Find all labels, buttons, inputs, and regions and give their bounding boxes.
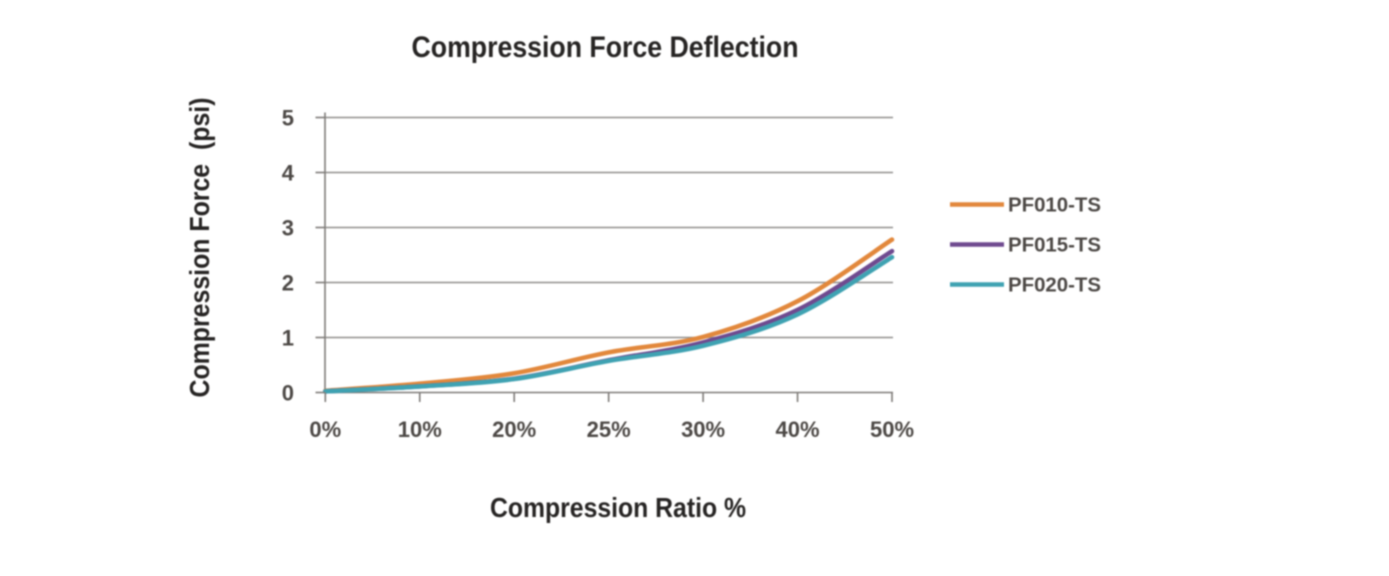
legend-label-pf020-ts: PF020-TS xyxy=(1008,275,1101,297)
series-layer xyxy=(323,237,895,394)
series-line-pf020-ts xyxy=(323,254,895,394)
x-tick-label-0%: 0% xyxy=(309,417,341,442)
y-tick-label-4: 4 xyxy=(282,161,295,186)
legend-label-pf010-ts: PF010-TS xyxy=(1008,195,1101,217)
y-tick-label-1: 1 xyxy=(282,326,294,351)
y-axis-title: Compression Force (psi) xyxy=(184,98,215,398)
legend-label-pf015-ts: PF015-TS xyxy=(1008,235,1101,257)
series-line-pf015-ts xyxy=(323,248,895,394)
chart-title: Compression Force Deflection xyxy=(412,31,799,64)
x-tick-label-50%: 50% xyxy=(870,417,914,442)
legend: PF010-TS PF015-TS PF020-TS xyxy=(950,195,1101,297)
y-tick-label-5: 5 xyxy=(282,106,294,131)
x-tick-label-10%: 10% xyxy=(398,417,442,442)
x-tick-label-25%: 25% xyxy=(587,417,631,442)
y-tick-label-0: 0 xyxy=(282,381,294,406)
y-tick-label-2: 2 xyxy=(282,271,294,296)
x-tick-label-30%: 30% xyxy=(681,417,725,442)
x-axis-title: Compression Ratio % xyxy=(490,492,746,523)
y-tick-label-3: 3 xyxy=(282,216,294,241)
x-tick-label-40%: 40% xyxy=(776,417,820,442)
series-line-pf010-ts xyxy=(323,237,895,394)
x-tick-label-20%: 20% xyxy=(492,417,536,442)
